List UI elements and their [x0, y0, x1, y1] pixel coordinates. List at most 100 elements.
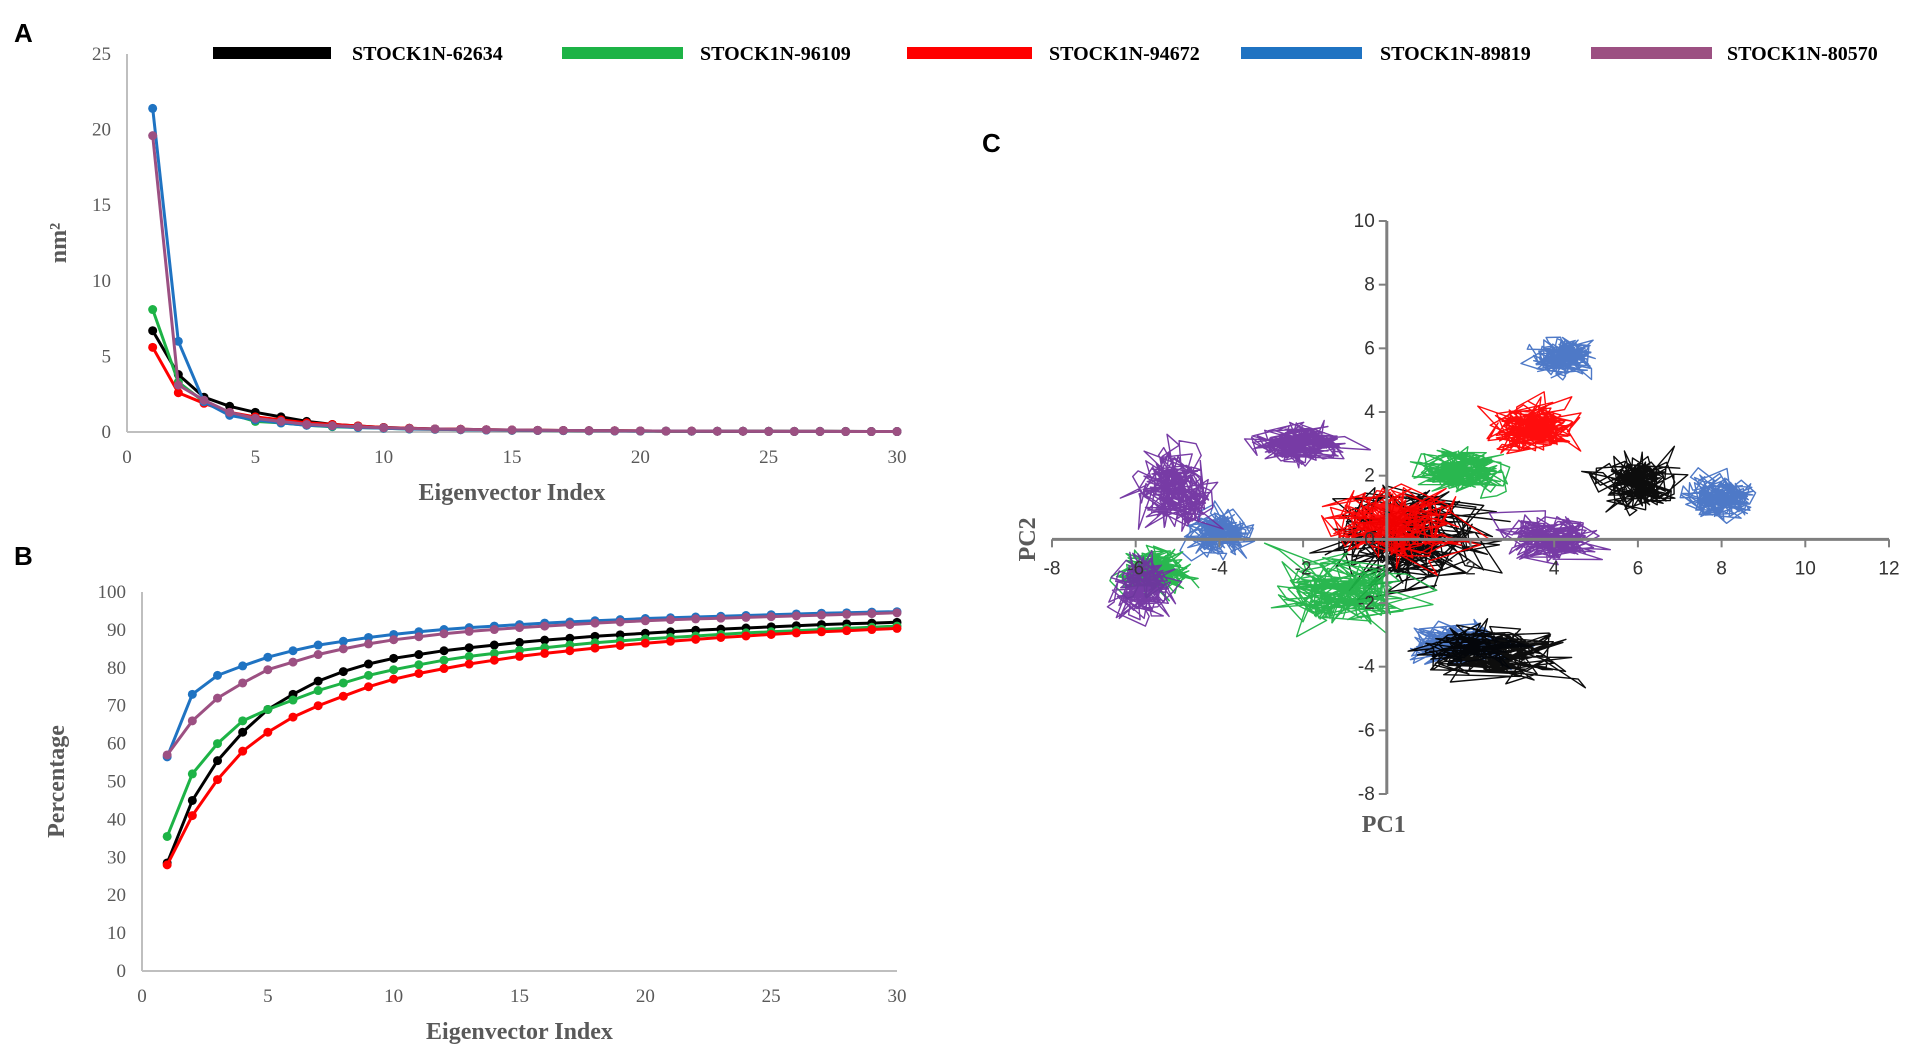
b-x-tick-label: 30 [888, 986, 907, 1007]
b-data-point [364, 682, 373, 692]
a-x-tick-label: 0 [122, 447, 132, 468]
c-x-tick-label: -8 [1044, 558, 1061, 579]
b-data-point [414, 668, 424, 678]
c-trajectory-5-2 [1106, 550, 1183, 627]
legend-label-3: STOCK1N-94672 [1049, 43, 1200, 65]
c-trajectory-2-3 [1580, 445, 1689, 517]
c-x-tick-label: 6 [1633, 558, 1644, 579]
b-data-point [213, 693, 222, 703]
a-x-axis-title: Eigenvector Index [419, 480, 606, 506]
b-data-point [313, 640, 323, 650]
b-x-tick-label: 15 [510, 986, 529, 1007]
b-data-point [741, 631, 751, 641]
b-data-point [791, 611, 801, 621]
c-trajectory-4-1 [1320, 483, 1491, 576]
b-data-point [338, 636, 348, 646]
b-x-tick-label: 5 [263, 986, 273, 1007]
a-y-tick-label: 25 [92, 44, 111, 65]
b-data-point [238, 746, 248, 756]
a-x-tick-label: 25 [759, 447, 778, 468]
a-data-point [789, 426, 799, 436]
b-data-point [313, 701, 323, 711]
b-data-point [691, 634, 701, 644]
a-data-point [481, 425, 491, 435]
c-y-tick-label: 4 [1364, 402, 1375, 423]
b-data-point [187, 769, 197, 779]
a-data-point [250, 413, 260, 423]
c-trajectory-1-2 [1520, 336, 1596, 381]
c-y-tick-label: 2 [1364, 466, 1375, 487]
b-series-line-3 [165, 626, 898, 866]
a-data-point [738, 426, 748, 436]
b-data-point [615, 640, 625, 650]
b-data-point [213, 775, 222, 785]
a-y-tick-label: 20 [92, 120, 111, 141]
a-data-point [507, 425, 517, 435]
legend-label-1: STOCK1N-62634 [352, 43, 503, 65]
b-data-point [817, 627, 826, 637]
c-y-tick-label: -6 [1358, 720, 1375, 741]
b-y-tick-label: 30 [107, 847, 126, 868]
b-data-point [263, 665, 273, 675]
c-trajectory-3-3 [1409, 446, 1511, 499]
b-x-tick-label: 0 [137, 986, 147, 1007]
a-data-point [148, 342, 158, 352]
c-y-tick-label: -4 [1358, 657, 1375, 678]
b-data-point [288, 712, 298, 722]
a-y-tick-label: 10 [92, 271, 111, 292]
a-data-point [225, 407, 235, 417]
b-data-point [439, 655, 449, 665]
b-data-point [187, 811, 197, 821]
b-data-point [414, 650, 424, 660]
c-y-tick-label: 6 [1364, 338, 1375, 359]
panel-a-chart: 0 5 10 15 20 25 30 0 5 10 15 20 25 Eigenvector Index n… [46, 44, 907, 506]
b-data-point [364, 659, 373, 669]
a-data-point [635, 426, 645, 436]
b-data-point [213, 756, 222, 766]
b-data-point [389, 674, 399, 684]
panel-letter-c: C [982, 128, 1001, 158]
c-x-axis-title: PC1 [1362, 812, 1406, 838]
a-data-point [173, 380, 183, 390]
c-trajectory-5-1 [1119, 433, 1224, 532]
b-data-point [288, 646, 298, 656]
b-y-axis-title: Percentage [44, 725, 70, 838]
b-x-axis-title: Eigenvector Index [426, 1019, 613, 1045]
panel-b-chart: 0 5 10 15 20 25 30 0 10 20 30 40 50 60 70 80 90 100 Eigenv… [44, 582, 907, 1045]
c-y-tick-label: -2 [1358, 593, 1375, 614]
b-data-point [590, 631, 600, 641]
b-data-point [313, 686, 323, 696]
a-data-point [610, 426, 620, 436]
b-x-tick-label: 25 [762, 986, 781, 1007]
a-y-tick-label: 0 [102, 422, 112, 443]
c-y-tick-label: -8 [1358, 784, 1375, 805]
b-y-tick-label: 100 [98, 582, 127, 603]
legend-label-2: STOCK1N-96109 [700, 43, 851, 65]
a-data-point [302, 419, 312, 429]
panel-letter-b: B [14, 541, 33, 571]
b-data-point [716, 632, 726, 642]
b-y-tick-label: 20 [107, 885, 126, 906]
b-data-point [640, 638, 650, 648]
a-x-tick-label: 15 [503, 447, 522, 468]
b-data-point [162, 860, 172, 870]
b-data-point [817, 610, 826, 620]
c-x-tick-label: 2 [1465, 558, 1476, 579]
a-data-point [173, 336, 183, 346]
b-data-point [338, 667, 348, 677]
b-data-point [892, 608, 902, 618]
b-data-point [464, 651, 474, 661]
b-data-point [288, 657, 298, 667]
a-x-tick-label: 5 [251, 447, 261, 468]
a-data-point [841, 427, 851, 437]
b-data-point [263, 704, 273, 714]
b-data-point [213, 739, 222, 749]
panel-c-chart: -8 -6 -4 -2 2 4 6 8 10 12 -8 -6 -4 -2 0 2 4 6 8 10 PC1 PC2 [1015, 211, 1900, 838]
b-data-point [464, 626, 474, 636]
a-data-point [558, 425, 568, 435]
b-data-point [238, 716, 248, 726]
a-data-point [764, 426, 774, 436]
b-data-point [892, 623, 902, 633]
a-y-tick-label: 5 [102, 346, 112, 367]
a-data-point [148, 305, 158, 315]
